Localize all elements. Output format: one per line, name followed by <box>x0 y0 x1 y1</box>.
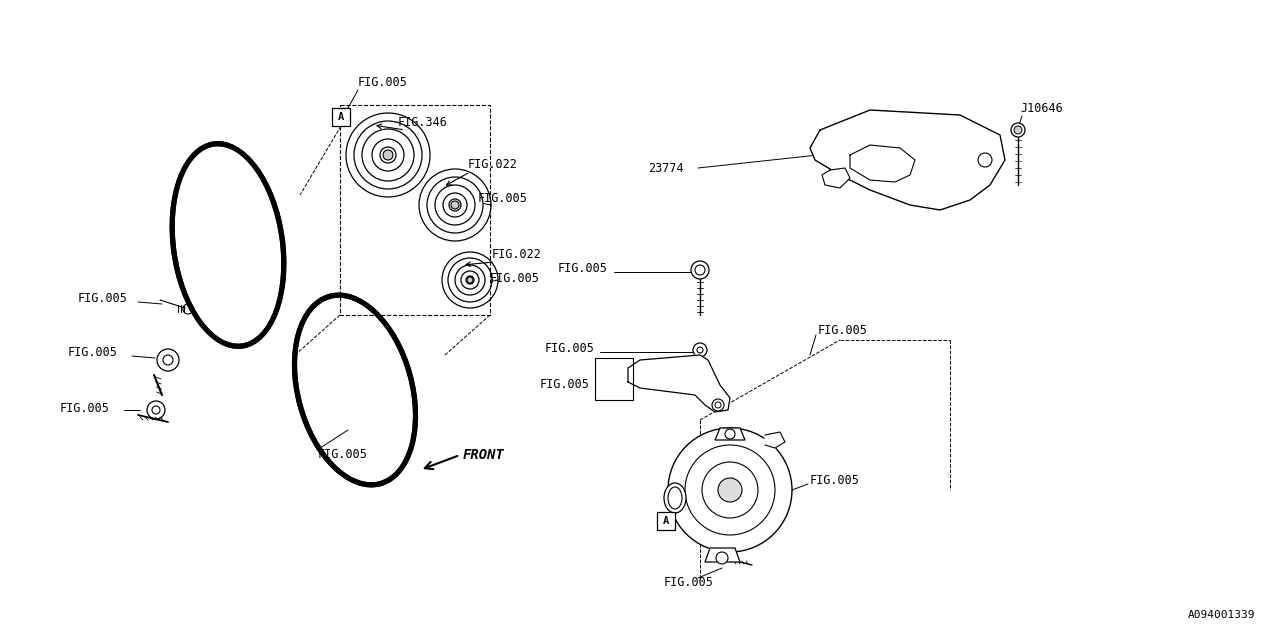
Circle shape <box>383 150 393 160</box>
Polygon shape <box>628 355 730 412</box>
Text: FIG.005: FIG.005 <box>810 474 860 486</box>
Circle shape <box>466 276 474 284</box>
Ellipse shape <box>664 483 686 513</box>
Text: FIG.346: FIG.346 <box>398 115 448 129</box>
Text: A: A <box>663 516 669 526</box>
Polygon shape <box>850 145 915 182</box>
Circle shape <box>448 258 492 302</box>
FancyBboxPatch shape <box>657 512 675 530</box>
Text: FIG.005: FIG.005 <box>78 291 128 305</box>
Circle shape <box>724 429 735 439</box>
FancyBboxPatch shape <box>595 358 634 400</box>
Text: FIG.005: FIG.005 <box>317 449 367 461</box>
Polygon shape <box>810 110 1005 210</box>
Circle shape <box>1014 126 1021 134</box>
Circle shape <box>380 147 396 163</box>
Circle shape <box>1011 123 1025 137</box>
FancyBboxPatch shape <box>332 108 349 126</box>
Circle shape <box>372 139 404 171</box>
Circle shape <box>449 199 461 211</box>
Text: A094001339: A094001339 <box>1188 610 1254 620</box>
Circle shape <box>467 277 474 283</box>
Circle shape <box>685 445 774 535</box>
Circle shape <box>718 478 742 502</box>
Ellipse shape <box>179 152 276 339</box>
Text: FIG.022: FIG.022 <box>492 248 541 262</box>
Polygon shape <box>705 548 740 562</box>
Ellipse shape <box>668 487 682 509</box>
Circle shape <box>435 185 475 225</box>
Text: FIG.005: FIG.005 <box>545 342 595 355</box>
Circle shape <box>451 201 460 209</box>
Text: FIG.005: FIG.005 <box>358 76 408 88</box>
Circle shape <box>163 355 173 365</box>
Circle shape <box>668 428 792 552</box>
Polygon shape <box>765 432 785 448</box>
Ellipse shape <box>302 303 407 477</box>
Circle shape <box>355 121 422 189</box>
Text: FIG.005: FIG.005 <box>558 262 608 275</box>
Circle shape <box>695 265 705 275</box>
Circle shape <box>443 193 467 217</box>
Text: FIG.005: FIG.005 <box>540 378 590 392</box>
Circle shape <box>716 552 728 564</box>
Circle shape <box>978 153 992 167</box>
Circle shape <box>428 177 483 233</box>
Text: FIG.005: FIG.005 <box>664 575 714 589</box>
Text: FIG.005: FIG.005 <box>490 271 540 285</box>
Circle shape <box>701 462 758 518</box>
Text: FIG.005: FIG.005 <box>68 346 118 358</box>
Text: FIG.005: FIG.005 <box>477 191 527 205</box>
Polygon shape <box>716 428 745 440</box>
Text: FIG.022: FIG.022 <box>468 159 518 172</box>
Circle shape <box>454 265 485 295</box>
Circle shape <box>362 129 413 181</box>
Text: FIG.005: FIG.005 <box>818 323 868 337</box>
Text: FIG.005: FIG.005 <box>60 401 110 415</box>
Text: A: A <box>338 112 344 122</box>
Text: 23774: 23774 <box>648 161 684 175</box>
Polygon shape <box>822 168 850 188</box>
Text: FRONT: FRONT <box>463 448 504 462</box>
Circle shape <box>461 271 479 289</box>
Text: J10646: J10646 <box>1020 102 1062 115</box>
